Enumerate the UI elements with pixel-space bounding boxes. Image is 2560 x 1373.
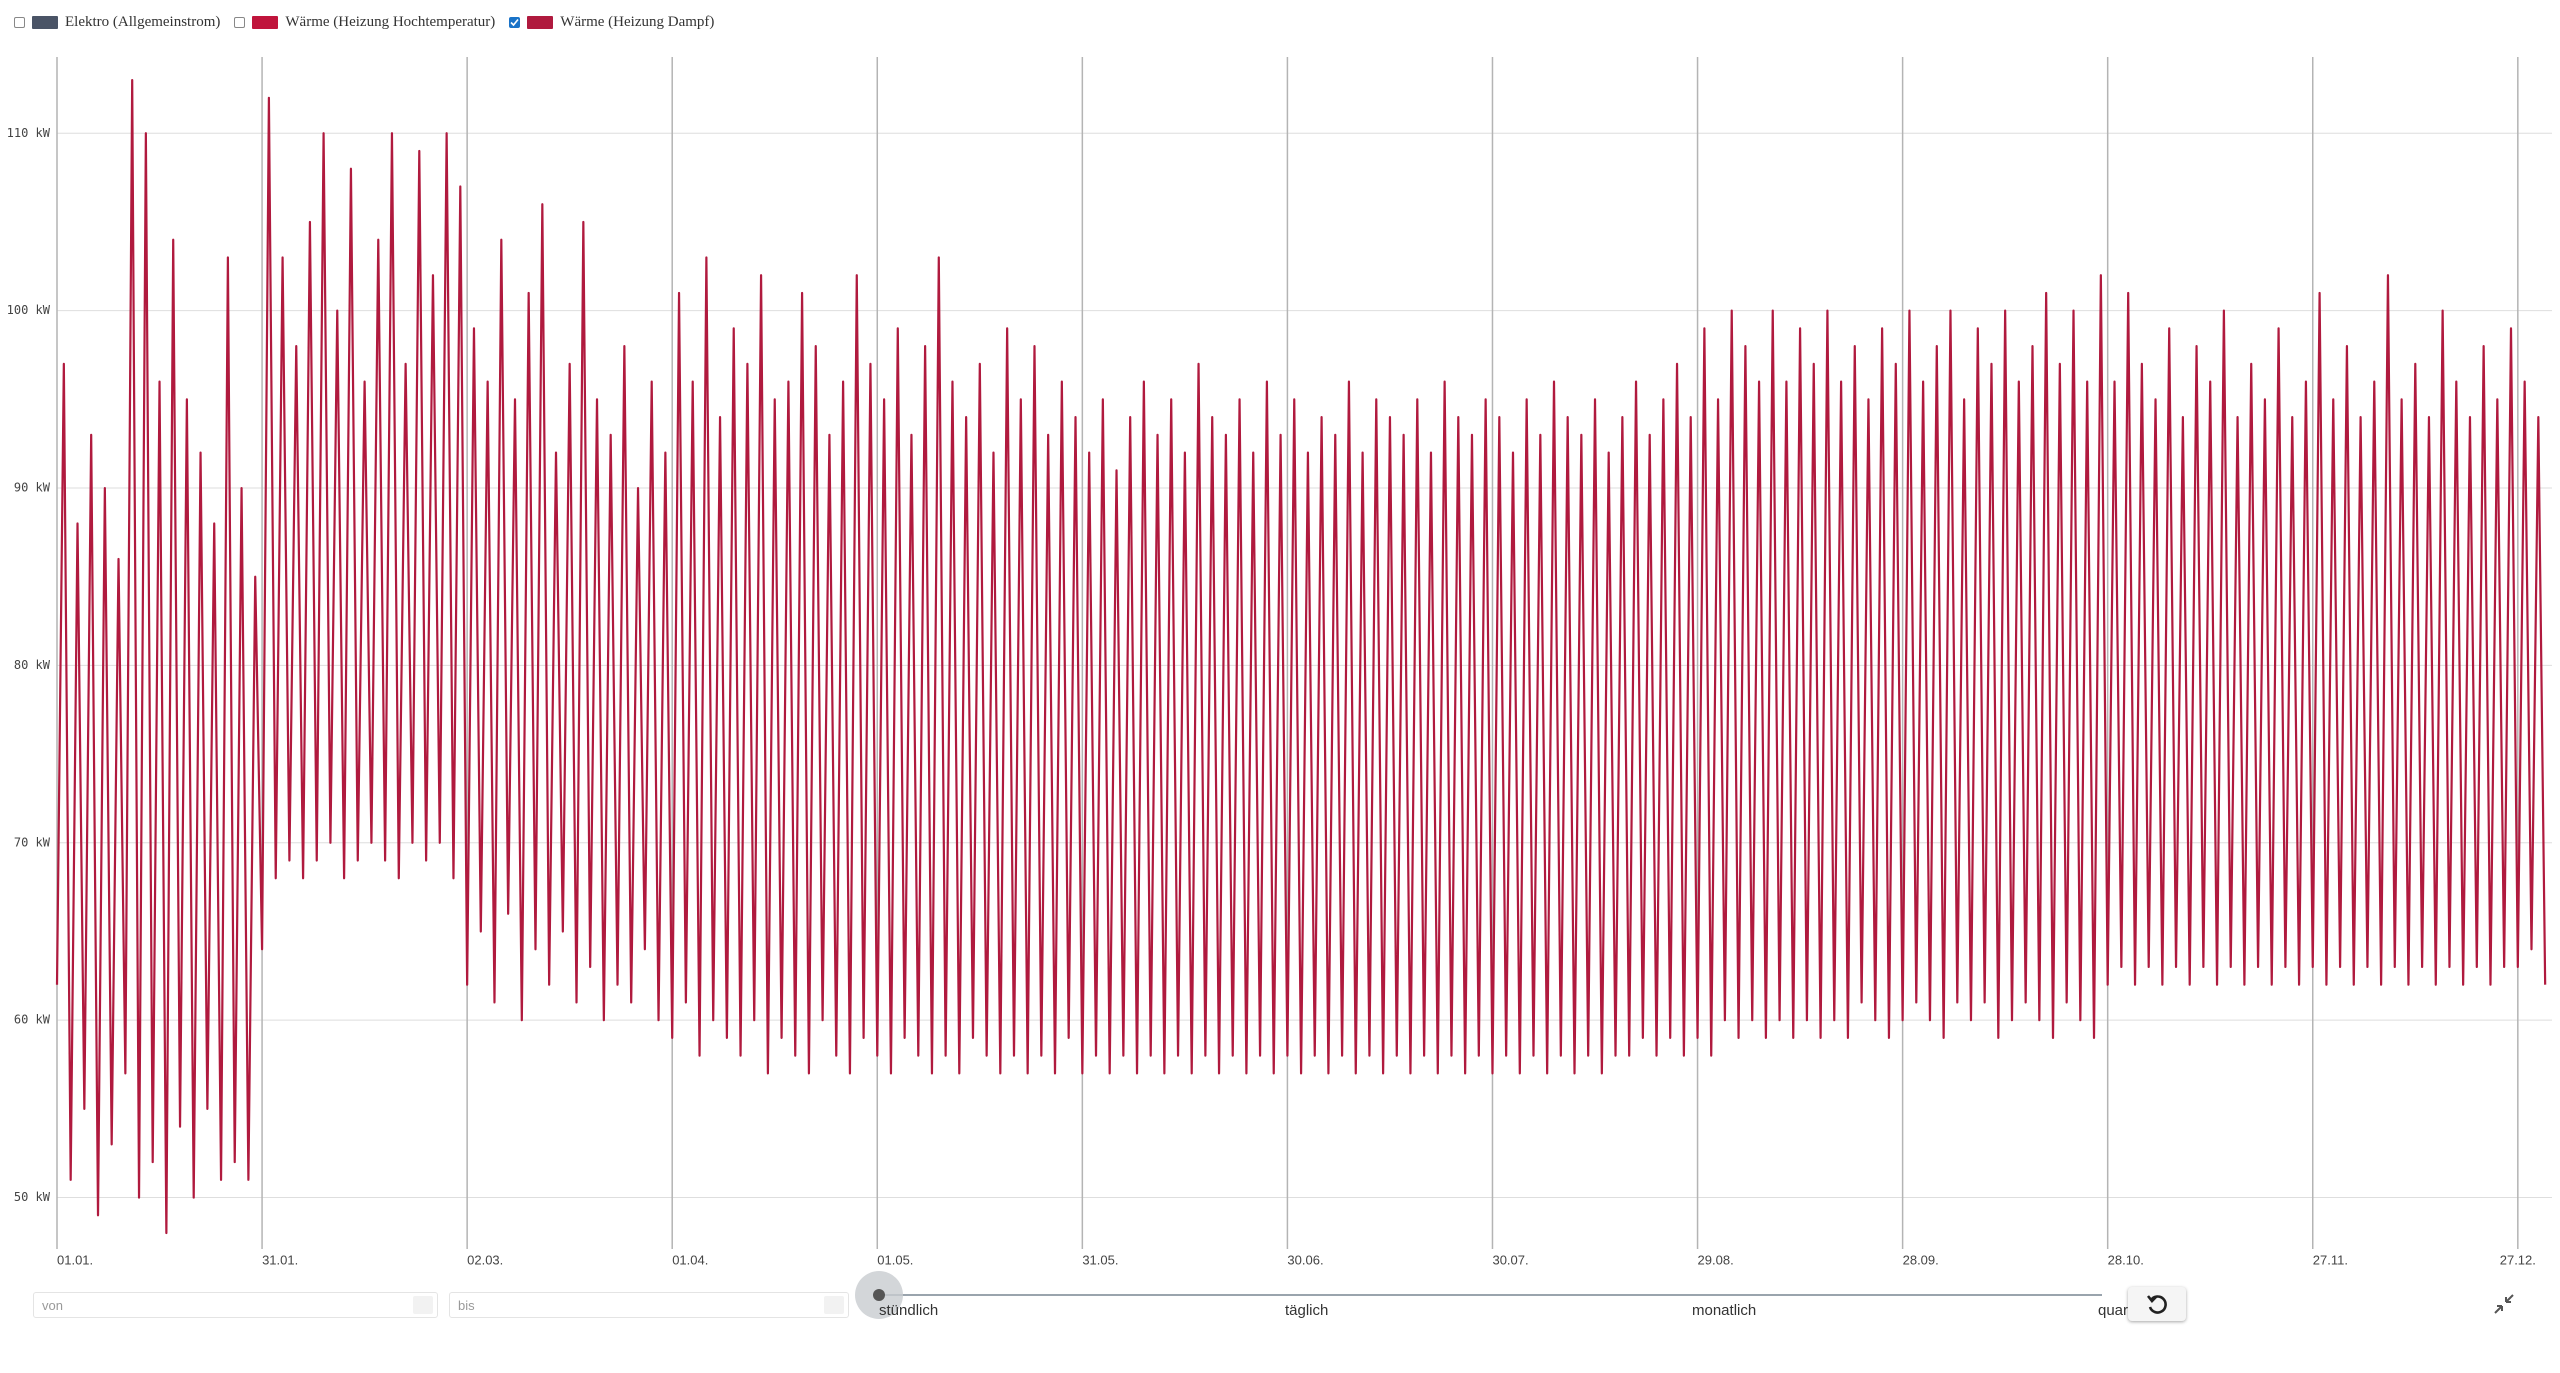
x-tick-label: 27.12. bbox=[2500, 1252, 2536, 1267]
legend-swatch bbox=[32, 15, 58, 29]
x-tick-label: 29.08. bbox=[1698, 1252, 1734, 1267]
slider-knob[interactable] bbox=[873, 1289, 885, 1301]
check-mark bbox=[510, 18, 519, 26]
calendar-button[interactable] bbox=[824, 1296, 844, 1314]
reset-icon bbox=[2146, 1295, 2167, 1314]
resolution-label[interactable]: quar bbox=[2098, 1302, 2129, 1319]
legend-label: Elektro (Allgemeinstrom) bbox=[65, 13, 221, 30]
x-tick-label: 30.06. bbox=[1287, 1252, 1323, 1267]
resolution-label[interactable]: stündlich bbox=[879, 1302, 939, 1319]
from-placeholder: von bbox=[42, 1297, 63, 1313]
x-tick-label: 31.05. bbox=[1082, 1252, 1118, 1267]
legend-item[interactable]: Elektro (Allgemeinstrom) bbox=[14, 14, 220, 31]
x-tick-label: 28.09. bbox=[1903, 1252, 1939, 1267]
y-tick-label: 90 kW bbox=[14, 481, 51, 495]
y-tick-label: 70 kW bbox=[14, 835, 51, 849]
legend-item[interactable]: Wärme (Heizung Dampf) bbox=[509, 14, 714, 31]
reset-button[interactable] bbox=[2128, 1287, 2186, 1321]
legend-swatch bbox=[527, 15, 554, 29]
series-line bbox=[55, 78, 2547, 1235]
legend-label: Wärme (Heizung Dampf) bbox=[560, 13, 715, 30]
x-tick-label: 02.03. bbox=[467, 1252, 503, 1267]
legend: Elektro (Allgemeinstrom) Wärme (Heizung H… bbox=[14, 10, 728, 34]
legend-checkbox[interactable] bbox=[509, 16, 521, 28]
to-placeholder: bis bbox=[458, 1297, 475, 1313]
x-tick-label: 01.01. bbox=[57, 1252, 93, 1267]
legend-swatch bbox=[252, 15, 279, 29]
legend-checkbox[interactable] bbox=[14, 16, 25, 28]
y-tick-label: 110 kW bbox=[7, 126, 51, 140]
resolution-label[interactable]: monatlich bbox=[1692, 1302, 1757, 1319]
to-input[interactable]: bis bbox=[449, 1292, 849, 1318]
x-tick-label: 31.01. bbox=[262, 1252, 298, 1267]
chart: 50 kW 60 kW 70 kW 80 kW 90 kW 100 kW 110 kW 01.… bbox=[7, 57, 2552, 1267]
x-tick-label: 27.11. bbox=[2313, 1252, 2348, 1267]
resolution-label[interactable]: täglich bbox=[1285, 1302, 1329, 1319]
collapse-button[interactable] bbox=[2492, 1292, 2516, 1316]
legend-item[interactable]: Wärme (Heizung Hochtemperatur) bbox=[234, 14, 495, 31]
y-tick-label: 80 kW bbox=[14, 658, 51, 672]
y-tick-label: 100 kW bbox=[7, 303, 51, 317]
x-tick-label: 28.10. bbox=[2108, 1252, 2144, 1267]
from-input[interactable]: von bbox=[33, 1292, 438, 1318]
legend-label: Wärme (Heizung Hochtemperatur) bbox=[285, 13, 496, 30]
y-tick-label: 60 kW bbox=[14, 1013, 51, 1027]
legend-checkbox[interactable] bbox=[234, 16, 246, 28]
calendar-button[interactable] bbox=[413, 1296, 433, 1314]
x-tick-label: 01.05. bbox=[877, 1252, 913, 1267]
x-tick-label: 30.07. bbox=[1492, 1252, 1528, 1267]
y-tick-label: 50 kW bbox=[14, 1190, 51, 1204]
resolution-slider[interactable] bbox=[850, 1270, 2130, 1320]
x-tick-label: 01.04. bbox=[672, 1252, 708, 1267]
